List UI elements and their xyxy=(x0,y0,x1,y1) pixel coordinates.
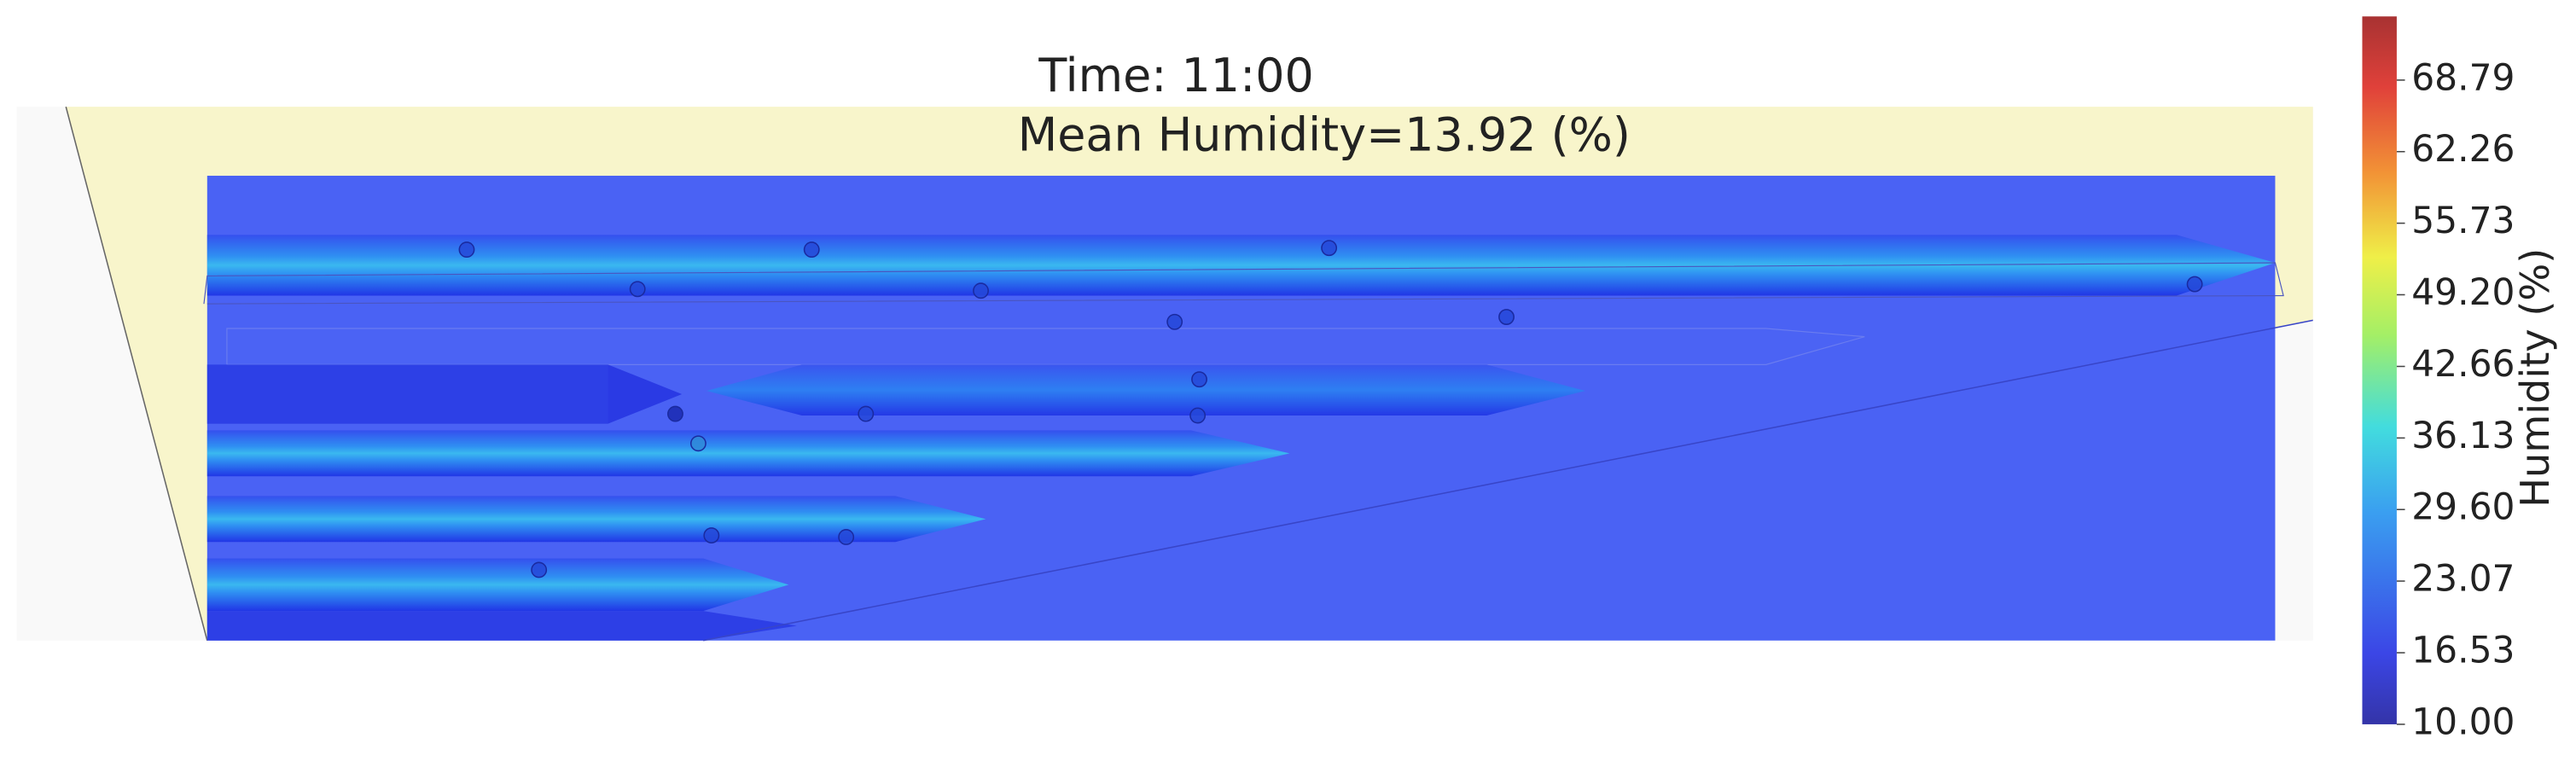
edge xyxy=(65,106,208,641)
colorbar-tick-label: 42.66 xyxy=(2411,343,2515,385)
colorbar-tick-label: 55.73 xyxy=(2411,200,2515,241)
colorbar-tick-label: 16.53 xyxy=(2411,630,2515,671)
colorbar-tick-label: 49.20 xyxy=(2411,271,2515,313)
stripe xyxy=(707,364,1585,416)
colorbar-tick-label: 23.07 xyxy=(2411,558,2515,600)
sensor xyxy=(1166,313,1183,330)
sensor xyxy=(689,435,707,452)
sensor xyxy=(1191,371,1207,388)
colorbar-tick-label: 62.26 xyxy=(2411,128,2515,170)
sensors xyxy=(458,240,2203,578)
colorbar-label: Humidity (%) xyxy=(2512,248,2558,508)
sensor xyxy=(667,405,683,422)
sensor xyxy=(458,241,475,259)
sensor xyxy=(973,282,989,299)
stripe xyxy=(206,611,797,641)
field xyxy=(16,106,2313,642)
chart-title: Time: 11:00 xyxy=(1038,49,1313,102)
stripe xyxy=(206,364,608,424)
sensor xyxy=(1498,309,1515,325)
colorbar-tick-label: 10.00 xyxy=(2411,700,2515,742)
sensor xyxy=(1321,240,1338,257)
colorbar xyxy=(2362,16,2397,724)
stripe xyxy=(206,235,2276,296)
colorbar-tick-label: 36.13 xyxy=(2411,415,2515,456)
sensor xyxy=(838,529,855,545)
sensor xyxy=(858,405,875,422)
sensor xyxy=(703,527,720,544)
sensor xyxy=(1189,407,1207,424)
stripe xyxy=(608,364,683,424)
sensor xyxy=(803,241,820,259)
sensor xyxy=(629,281,646,298)
edge xyxy=(703,319,2313,642)
chart-subtitle: Mean Humidity=13.92 (%) xyxy=(1018,107,1631,161)
stripe xyxy=(206,430,1290,477)
stripe xyxy=(206,496,986,543)
colorbar-tick-label: 68.79 xyxy=(2411,56,2515,98)
outline xyxy=(203,262,2284,305)
stripe xyxy=(206,558,789,612)
stripe xyxy=(226,328,1865,365)
sensor xyxy=(2186,276,2203,293)
sensor xyxy=(531,561,548,578)
colorbar-tick-label: 29.60 xyxy=(2411,486,2515,528)
